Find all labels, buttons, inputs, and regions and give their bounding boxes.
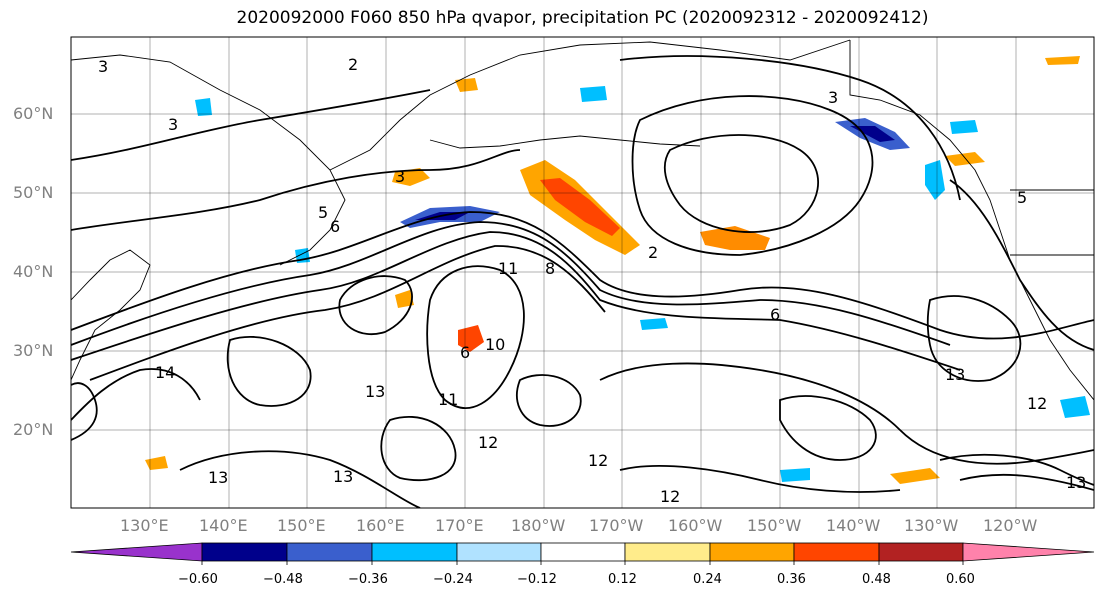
- anomaly-positive-small3: [890, 468, 940, 484]
- colorbar-segment: [793, 542, 880, 562]
- colorbar-tick-label: −0.60: [178, 572, 218, 587]
- colorbar-segment: [540, 542, 626, 562]
- colorbar-tick-label: 0.36: [777, 572, 806, 587]
- colorbar-segment: [624, 542, 711, 562]
- map-frame: [70, 36, 1095, 509]
- lon-label: 150°E: [277, 516, 326, 535]
- contour-label: 11: [438, 390, 458, 409]
- contour-label: 6: [770, 305, 780, 324]
- contour-label: 10: [485, 335, 505, 354]
- anomaly-positive-small4: [145, 456, 168, 470]
- anomaly-positive-small7: [395, 290, 414, 308]
- lon-label: 140°E: [199, 516, 248, 535]
- anomaly-negative-small5: [195, 98, 212, 116]
- contour-label: 12: [1027, 394, 1047, 413]
- anomaly-positive-small5: [945, 152, 985, 166]
- anomaly-positive-small1: [392, 168, 430, 186]
- contour-label: 5: [1017, 188, 1027, 207]
- colorbar-extend-low: [70, 542, 203, 562]
- colorbar-tick-label: 0.24: [693, 572, 722, 587]
- anomaly-positive-small6: [455, 78, 478, 92]
- contour-label: 13: [365, 382, 385, 401]
- lon-label: 180°W: [511, 516, 566, 535]
- colorbar: [70, 542, 1095, 565]
- contour-label: 3: [98, 57, 108, 76]
- contour-label: 12: [588, 451, 608, 470]
- anomaly-negative-small4: [580, 86, 607, 102]
- contour-label: 13: [1066, 473, 1086, 492]
- colorbar-tick-label: 0.12: [608, 572, 637, 587]
- contour-label: 5: [318, 203, 328, 222]
- anomaly-negative-small1: [1060, 396, 1090, 418]
- colorbar-tick-label: 0.60: [946, 572, 975, 587]
- coastlines: [71, 39, 1094, 401]
- colorbar-tick-label: 0.48: [862, 572, 891, 587]
- contour-label: 12: [660, 487, 680, 506]
- contour-label: 6: [460, 343, 470, 362]
- lon-label: 160°W: [668, 516, 723, 535]
- colorbar-segment: [286, 542, 373, 562]
- lat-label: 60°N: [13, 104, 54, 123]
- lat-label: 30°N: [13, 341, 54, 360]
- contour-label: 14: [155, 363, 175, 382]
- colorbar-segment: [371, 542, 458, 562]
- lon-label: 130°E: [120, 516, 169, 535]
- contour-label: 3: [168, 115, 178, 134]
- anomaly-negative-small2: [780, 468, 810, 482]
- contour-label: 12: [478, 433, 498, 452]
- map-plot-area: 2 3 3 3 5 6 11 8 10 11 12 13 13 13 14 12…: [71, 37, 1094, 508]
- colorbar-segment: [456, 542, 542, 562]
- contour-label: 6: [330, 217, 340, 236]
- lon-label: 160°E: [356, 516, 405, 535]
- lon-label: 120°W: [983, 516, 1038, 535]
- contour-label: 2: [348, 55, 358, 74]
- colorbar-tick-label: −0.12: [517, 572, 557, 587]
- contour-label: 2: [648, 243, 658, 262]
- lon-label: 170°W: [589, 516, 644, 535]
- qvapor-contours: [71, 55, 1094, 508]
- gridlines: [71, 37, 1094, 508]
- colorbar-segment: [709, 542, 795, 562]
- colorbar-tick-label: −0.24: [433, 572, 473, 587]
- colorbar-segment: [878, 542, 964, 562]
- contour-labels: 2 3 3 3 5 6 11 8 10 11 12 13 13 13 14 12…: [98, 55, 1086, 506]
- contour-label: 8: [545, 259, 555, 278]
- colorbar-segment: [201, 542, 288, 562]
- lat-label: 20°N: [13, 420, 54, 439]
- anomaly-positive-small8: [1045, 56, 1080, 65]
- lat-label: 40°N: [13, 262, 54, 281]
- lon-label: 130°W: [904, 516, 959, 535]
- anomaly-negative-small3: [640, 318, 668, 330]
- anomaly-negative-small7: [950, 120, 978, 134]
- contour-label: 11: [498, 259, 518, 278]
- lon-label: 150°W: [747, 516, 802, 535]
- contour-label: 3: [828, 88, 838, 107]
- colorbar-tick-label: −0.36: [348, 572, 388, 587]
- colorbar-extend-high: [962, 542, 1095, 562]
- contour-label: 13: [208, 468, 228, 487]
- anomaly-negative-coast: [925, 160, 945, 200]
- lat-label: 50°N: [13, 183, 54, 202]
- contour-label: 13: [333, 467, 353, 486]
- colorbar-tick-label: −0.48: [263, 572, 303, 587]
- anomaly-positive-small2: [458, 325, 484, 352]
- map-title: 2020092000 F060 850 hPa qvapor, precipit…: [236, 8, 929, 28]
- lon-label: 140°W: [826, 516, 881, 535]
- contour-label: 13: [945, 365, 965, 384]
- contour-label: 3: [395, 167, 405, 186]
- lon-label: 170°E: [435, 516, 484, 535]
- anomaly-positive-core: [540, 178, 620, 236]
